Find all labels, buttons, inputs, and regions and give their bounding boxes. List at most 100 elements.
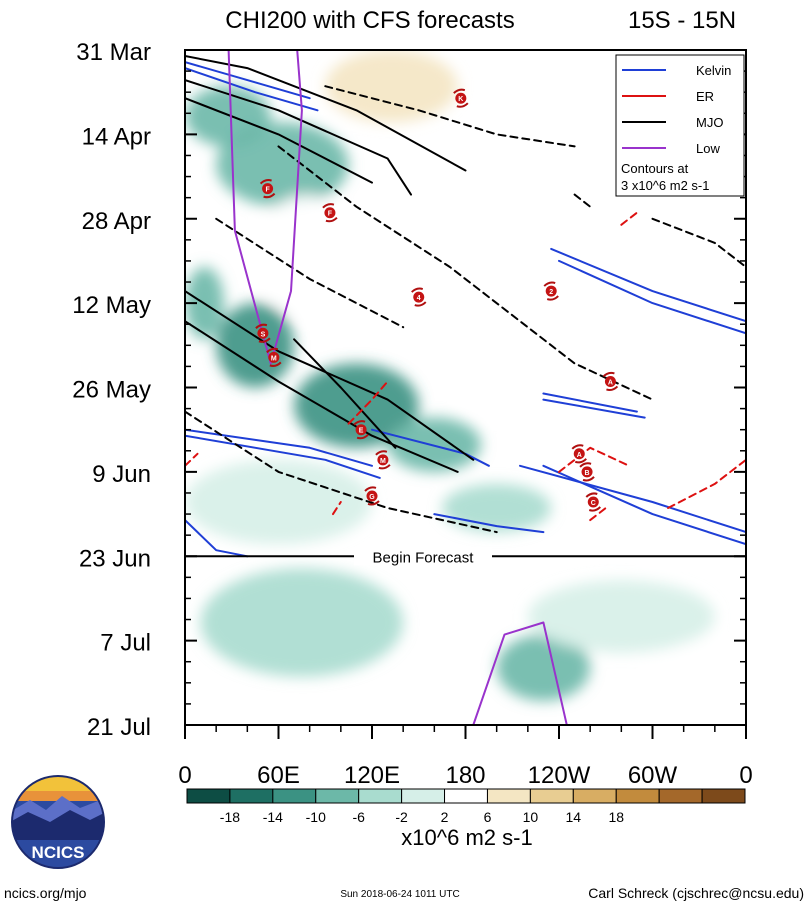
er-contour-4 — [332, 501, 342, 516]
storm-marker-5: S — [255, 323, 271, 343]
mjo-contour-8 — [185, 410, 498, 534]
mjo-contour-10 — [573, 193, 592, 208]
colorbar-tick-4: -2 — [395, 809, 408, 825]
field-band-15 — [496, 634, 591, 701]
colorbar-tick-0: -18 — [220, 809, 240, 825]
x-tick-label-6: 0 — [739, 762, 752, 789]
storm-marker-10: A — [571, 444, 587, 464]
storm-marker-label: E — [359, 428, 364, 435]
logo-text: NCICS — [32, 843, 85, 862]
y-tick-label-5: 9 Jun — [92, 461, 151, 488]
forecast-label: Begin Forecast — [373, 549, 475, 566]
y-tick-label-2: 28 Apr — [82, 208, 151, 235]
storm-marker-0: K — [453, 88, 469, 108]
mjo-contour-0 — [185, 55, 467, 172]
legend-label-low: Low — [696, 141, 720, 156]
storm-marker-7: A — [602, 371, 619, 392]
mjo-contour-2 — [185, 97, 373, 184]
wave-contours — [185, 50, 746, 725]
x-tick-label-3: 180 — [445, 762, 485, 789]
colorbar-cell-3 — [315, 788, 360, 804]
storm-marker-label: G — [369, 494, 375, 501]
storm-marker-label: S — [261, 331, 266, 338]
footer-url: ncics.org/mjo — [4, 885, 87, 901]
colorbar-cell-5 — [401, 788, 446, 804]
colorbar-tick-8: 14 — [566, 809, 582, 825]
storm-marker-label: C — [591, 500, 596, 507]
field-band-12 — [605, 447, 746, 557]
kelvin-contour-4 — [542, 392, 638, 413]
kelvin-contour-9 — [519, 464, 746, 534]
legend: Kelvin ER MJO Low Contours at 3 x10^6 m2 s-… — [615, 54, 745, 197]
field-band-17 — [652, 640, 746, 725]
colorbar-tick-5: 2 — [441, 809, 449, 825]
y-tick-label-6: 23 Jun — [79, 545, 151, 572]
chart-lat-range: 15S - 15N — [628, 7, 736, 34]
storm-marker-11: B — [579, 462, 595, 482]
storm-marker-13: G — [364, 486, 380, 506]
colorbar-cell-7 — [486, 788, 531, 804]
low-contour-0 — [227, 50, 303, 365]
legend-note-line2: 3 x10^6 m2 s-1 — [621, 178, 709, 193]
mjo-contour-7 — [277, 145, 654, 401]
mjo-contour-3 — [185, 290, 475, 461]
y-tick-label-0: 31 Mar — [76, 39, 151, 66]
colorbar-cell-2 — [272, 788, 317, 804]
field-band-16 — [527, 580, 715, 653]
chart-title: CHI200 with CFS forecasts — [225, 7, 514, 34]
colorbar-cell-11 — [658, 788, 703, 804]
x-tick-label-5: 60W — [628, 762, 678, 789]
mjo-contour-9 — [215, 217, 405, 329]
field-band-14 — [200, 568, 404, 677]
storm-marker-9: M — [375, 450, 391, 470]
colorbar-cell-9 — [572, 788, 617, 804]
colorbar-tick-6: 6 — [484, 809, 492, 825]
colorbar-cell-0 — [186, 788, 231, 804]
y-tick-label-4: 26 May — [72, 377, 151, 404]
storm-marker-label: 4 — [417, 295, 421, 302]
y-tick-label-8: 21 Jul — [87, 714, 151, 741]
er-contour-2 — [667, 458, 746, 509]
legend-label-kelvin: Kelvin — [696, 63, 731, 78]
legend-label-mjo: MJO — [696, 115, 723, 130]
storm-marker-label: A — [577, 452, 582, 459]
colorbar-cell-6 — [444, 788, 488, 804]
storm-marker-label: B — [585, 470, 590, 477]
mjo-contour-4 — [185, 320, 459, 473]
colorbar: -18 -14 -10 -6 -2 2 6 10 14 18 — [186, 788, 746, 825]
y-tick-label-3: 12 May — [72, 292, 151, 319]
er-contour-6 — [589, 507, 607, 522]
storm-marker-1: F — [259, 179, 276, 199]
storm-marker-4: 2 — [543, 281, 559, 301]
ncics-logo: NCICS — [11, 775, 105, 869]
storm-marker-label: F — [328, 211, 333, 218]
field-band-6 — [442, 483, 552, 533]
kelvin-contour-7 — [185, 434, 381, 479]
field-band-8 — [325, 50, 458, 123]
axes: 31 Mar 14 Apr 28 Apr 12 May 26 May 9 Jun 23 Ju… — [72, 39, 752, 789]
mjo-contour-5 — [293, 338, 397, 449]
field-band-1 — [216, 122, 349, 207]
colorbar-tick-7: 10 — [523, 809, 539, 825]
kelvin-contour-0 — [185, 61, 311, 100]
storm-marker-label: K — [458, 96, 463, 103]
field-band-10 — [449, 315, 653, 424]
storm-marker-3: 4 — [411, 287, 427, 307]
er-contour-1 — [558, 446, 631, 473]
x-tick-label-2: 120E — [344, 762, 400, 789]
x-tick-label-4: 120W — [528, 762, 591, 789]
colorbar-tick-9: 18 — [608, 809, 624, 825]
colorbar-cell-4 — [358, 788, 403, 804]
footer-author: Carl Schreck (cjschrec@ncsu.edu) — [588, 885, 804, 901]
y-tick-label-7: 7 Jul — [100, 630, 151, 657]
mjo-contour-1 — [185, 79, 412, 196]
storm-marker-label: M — [380, 458, 386, 465]
colorbar-cell-8 — [529, 788, 574, 804]
kelvin-contour-11 — [433, 513, 545, 534]
field-band-3 — [216, 303, 295, 388]
storm-marker-6: M — [266, 347, 282, 367]
field-band-13 — [185, 459, 372, 545]
storm-marker-label: M — [271, 355, 277, 362]
storm-markers: K F F 4 2 S M A E M A B C G — [255, 88, 619, 512]
